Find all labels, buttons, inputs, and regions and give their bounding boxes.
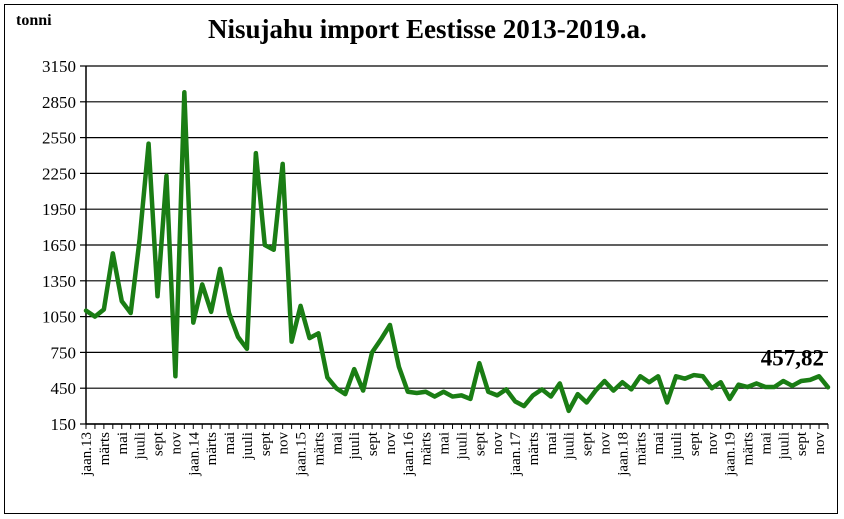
x-tick-label: juuli [562,432,578,461]
x-tick-label: mai [437,432,453,455]
x-tick-label: juuli [776,432,792,461]
x-tick-label: jaan.19 [723,432,739,477]
x-tick-label: märts [741,432,757,465]
x-tick-label: nov [705,432,721,455]
x-tick-label: mai [544,432,560,455]
x-tick-label: märts [419,432,435,465]
x-tick-label: sept [580,431,596,456]
y-tick-label: 450 [51,379,77,398]
x-tick-label: sept [794,431,810,456]
y-tick-label: 750 [51,343,77,362]
x-tick-label: sept [365,431,381,456]
x-tick-label: sept [258,431,274,456]
x-tick-label: jaan.16 [401,432,417,477]
chart-title: Nisujahu import Eestisse 2013-2019.a. [208,14,647,44]
x-tick-label: sept [687,431,703,456]
x-tick-label: märts [204,432,220,465]
x-tick-label: jaan.15 [294,432,310,477]
x-tick-label: nov [812,432,828,455]
y-tick-labels: 150 450 750 1050 1350 1650 1950 2250 2550 2850 315… [42,57,76,434]
x-tick-label: jaan.14 [186,432,202,477]
x-tick-label: juuli [347,432,363,461]
x-tick-label: juuli [240,432,256,461]
x-tick-label: mai [329,432,345,455]
x-tick-label: sept [472,431,488,456]
y-tick-label: 1650 [42,236,76,255]
x-tick-label: mai [758,432,774,455]
x-tick-label: jaan.17 [508,432,524,477]
y-tick-label: 1050 [42,308,76,327]
annotations: 457,82 [761,345,824,370]
y-tick-label: 2250 [42,164,76,183]
x-tick-label: jaan.18 [615,432,631,477]
y-tick-label: 1350 [42,272,76,291]
gridlines [80,65,828,425]
y-axis-unit-label: tonni [16,12,52,29]
chart-frame [4,4,838,514]
x-tick-label: nov [383,432,399,455]
x-tick-label: sept [151,431,167,456]
x-tick-labels: jaan.13 märts mai juuli sept nov jaan.14 märts m… [79,431,828,477]
y-tick-label: 1950 [42,200,76,219]
y-tick-label: 2850 [42,93,76,112]
x-tick-label: märts [311,432,327,465]
series-line [83,90,831,414]
y-tick-label: 150 [51,415,77,434]
x-tick-label: mai [222,432,238,455]
x-tick-label: nov [276,432,292,455]
x-tick-label: nov [168,432,184,455]
x-tick-label: juuli [133,432,149,461]
series-line-group [83,90,831,414]
x-tick-label: märts [526,432,542,465]
x-tick-label: märts [633,432,649,465]
x-tick-label: jaan.13 [79,432,95,477]
x-tick-label: juuli [669,432,685,461]
x-tick-label: juuli [454,432,470,461]
y-tick-label: 2550 [42,129,76,148]
x-tick-label: nov [490,431,506,454]
x-tick-label: mai [115,432,131,455]
x-tick-label: märts [97,432,113,465]
x-tick-label: nov [598,432,614,455]
axes [85,66,829,429]
last-value-label: 457,82 [761,345,824,370]
y-tick-label: 3150 [42,57,76,76]
x-tick-label: mai [651,432,667,455]
